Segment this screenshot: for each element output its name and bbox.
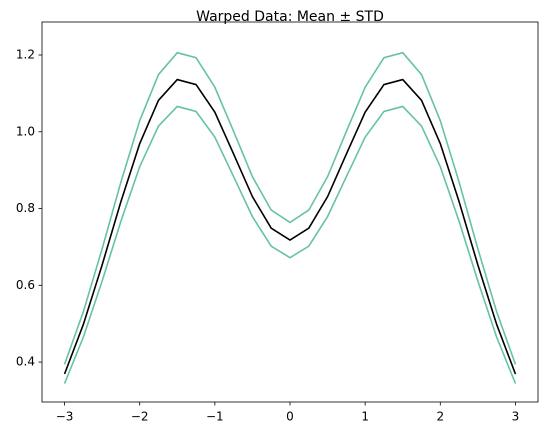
x-tick-label: −1: [206, 410, 224, 424]
y-tick-label: 1.2: [16, 48, 35, 62]
y-tick-label: 0.8: [16, 201, 35, 215]
x-tick-label: 2: [436, 410, 444, 424]
x-tick-label: −2: [131, 410, 149, 424]
x-tick-label: 3: [512, 410, 520, 424]
series-line: [63, 51, 517, 365]
y-tick-label: 1.0: [16, 124, 35, 138]
series-line: [63, 105, 517, 384]
series-line: [63, 78, 517, 375]
chart-title: Warped Data: Mean ± STD: [196, 9, 384, 25]
y-tick-label: 0.6: [16, 278, 35, 292]
x-tick-label: 0: [286, 410, 294, 424]
x-tick-label: −3: [56, 410, 74, 424]
x-tick-label: 1: [361, 410, 369, 424]
plot-frame: [41, 21, 539, 403]
y-tick-label: 0.4: [16, 355, 35, 369]
